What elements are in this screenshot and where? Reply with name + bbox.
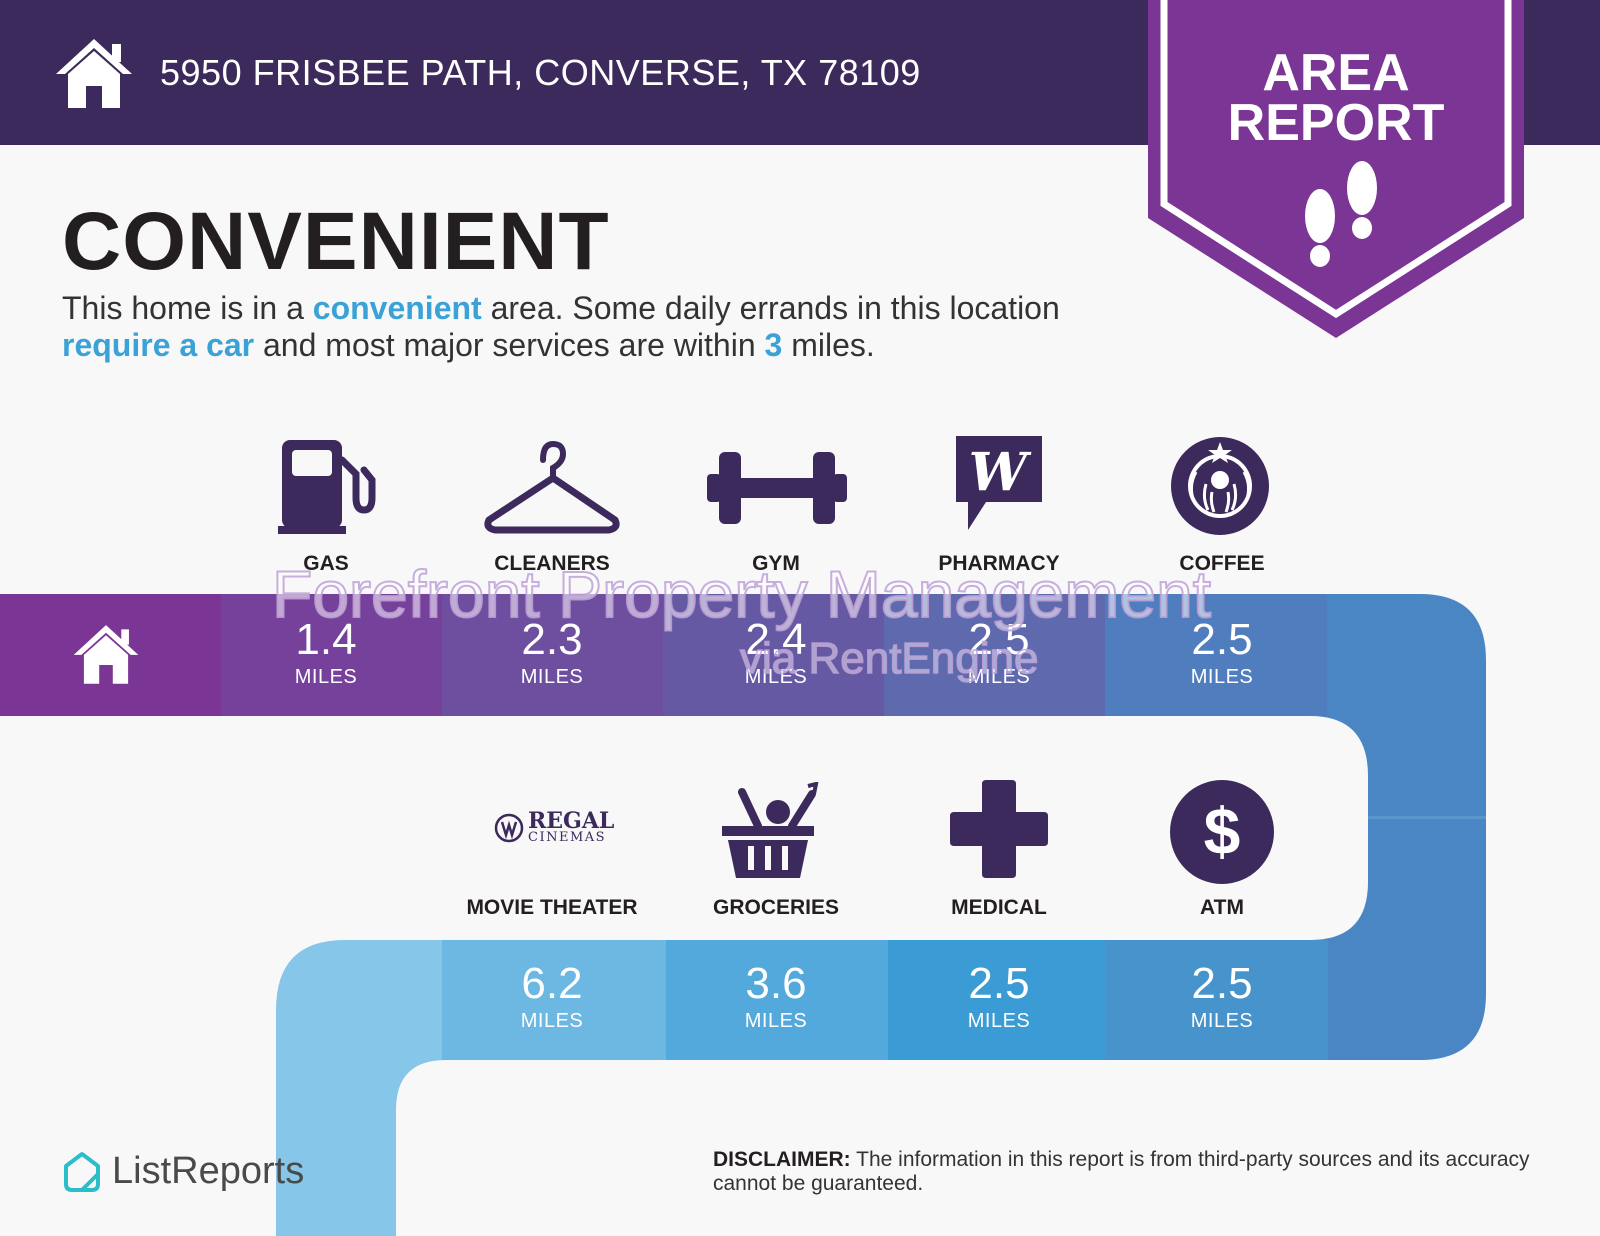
starbucks-logo-icon [1171, 437, 1269, 535]
dumbbell-icon [707, 452, 847, 524]
distance-unit: MILES [1190, 1010, 1254, 1032]
intro-highlight-2: require a car [62, 327, 255, 363]
distance-unit: MILES [520, 1010, 584, 1032]
category-label-cleaners: CLEANERS [494, 552, 610, 575]
distance-unit: MILES [1190, 666, 1254, 688]
listreports-brand: ListReports [62, 1148, 422, 1194]
disclaimer: DISCLAIMER: The information in this repo… [713, 1148, 1543, 1196]
distance-value: 3.6 [745, 959, 807, 1008]
regal-logo-line-1: REGAL [528, 808, 615, 834]
listreports-logo-icon [64, 1152, 100, 1192]
distance-unit: MILES [744, 1010, 808, 1032]
category-label-groceries: GROCERIES [712, 896, 840, 919]
grocery-basket-icon [722, 782, 819, 878]
start-house-icon [73, 625, 139, 684]
distance-pharmacy: 2.5 MILES [889, 618, 1109, 689]
page-title: CONVENIENT [62, 196, 610, 287]
intro-description: This home is in a convenient area. Some … [62, 290, 1132, 364]
badge-title: AREA REPORT [1148, 47, 1524, 149]
category-label-gas: GAS [303, 552, 349, 575]
distance-gas: 1.4 MILES [216, 618, 436, 689]
distance-unit: MILES [744, 666, 808, 688]
regal-logo-line-2: CINEMAS [528, 830, 607, 845]
distance-movie-theater: 6.2 MILES [442, 962, 662, 1033]
intro-text-2: area. Some daily errands in this locatio… [481, 290, 1060, 326]
category-label-atm: ATM [1200, 896, 1244, 919]
footprints-icon [1305, 161, 1377, 267]
distance-value: 1.4 [295, 615, 357, 664]
distance-unit: MILES [967, 666, 1031, 688]
dollar-icon: $ [1170, 780, 1274, 884]
distance-value: 2.3 [521, 615, 583, 664]
gas-pump-icon [278, 440, 376, 534]
distance-unit: MILES [294, 666, 358, 688]
category-label-medical: MEDICAL [951, 896, 1047, 919]
svg-text:$: $ [1204, 794, 1241, 868]
brand-name: ListReports [112, 1150, 305, 1192]
distance-atm: 2.5 MILES [1112, 962, 1332, 1033]
category-label-movie-theater: MOVIE THEATER [466, 896, 638, 919]
intro-text-1: This home is in a [62, 290, 313, 326]
intro-text-3: and most major services are within [254, 327, 765, 363]
distance-cleaners: 2.3 MILES [442, 618, 662, 689]
intro-text-4: miles. [782, 327, 875, 363]
house-icon [56, 39, 132, 108]
medical-cross-icon [950, 780, 1048, 878]
area-report-badge: AREA REPORT [1148, 0, 1524, 340]
distance-value: 2.5 [968, 959, 1030, 1008]
intro-highlight-1: convenient [312, 290, 482, 326]
distance-coffee: 2.5 MILES [1112, 618, 1332, 689]
distance-value: 2.5 [1191, 615, 1253, 664]
watermark-line-2: via RentEngine [739, 633, 1039, 684]
distance-unit: MILES [967, 1010, 1031, 1032]
intro-highlight-3: 3 [764, 327, 783, 363]
badge-line-2: REPORT [1227, 94, 1445, 152]
distance-value: 2.5 [1191, 959, 1253, 1008]
regal-cinemas-logo-icon: REGAL CINEMAS [494, 810, 624, 846]
category-label-coffee: COFFEE [1179, 552, 1265, 575]
disclaimer-label: DISCLAIMER: [713, 1148, 851, 1171]
disclaimer-text: The information in this report is from t… [713, 1148, 1530, 1195]
distance-value: 6.2 [521, 959, 583, 1008]
watermark-line-1: Forefront Property Management [271, 556, 1212, 632]
distance-groceries: 3.6 MILES [666, 962, 886, 1033]
badge-line-1: AREA [1262, 44, 1410, 102]
category-label-pharmacy: PHARMACY [938, 552, 1060, 575]
distance-value: 2.5 [968, 615, 1030, 664]
distance-gym: 2.4 MILES [666, 618, 886, 689]
svg-text:W: W [969, 442, 1032, 503]
walgreens-logo-icon: W [956, 436, 1042, 530]
hanger-icon [484, 440, 620, 534]
property-address: 5950 FRISBEE PATH, CONVERSE, TX 78109 [160, 52, 921, 93]
category-label-gym: GYM [752, 552, 800, 575]
distance-unit: MILES [520, 666, 584, 688]
distance-value: 2.4 [745, 615, 807, 664]
distance-medical: 2.5 MILES [889, 962, 1109, 1033]
